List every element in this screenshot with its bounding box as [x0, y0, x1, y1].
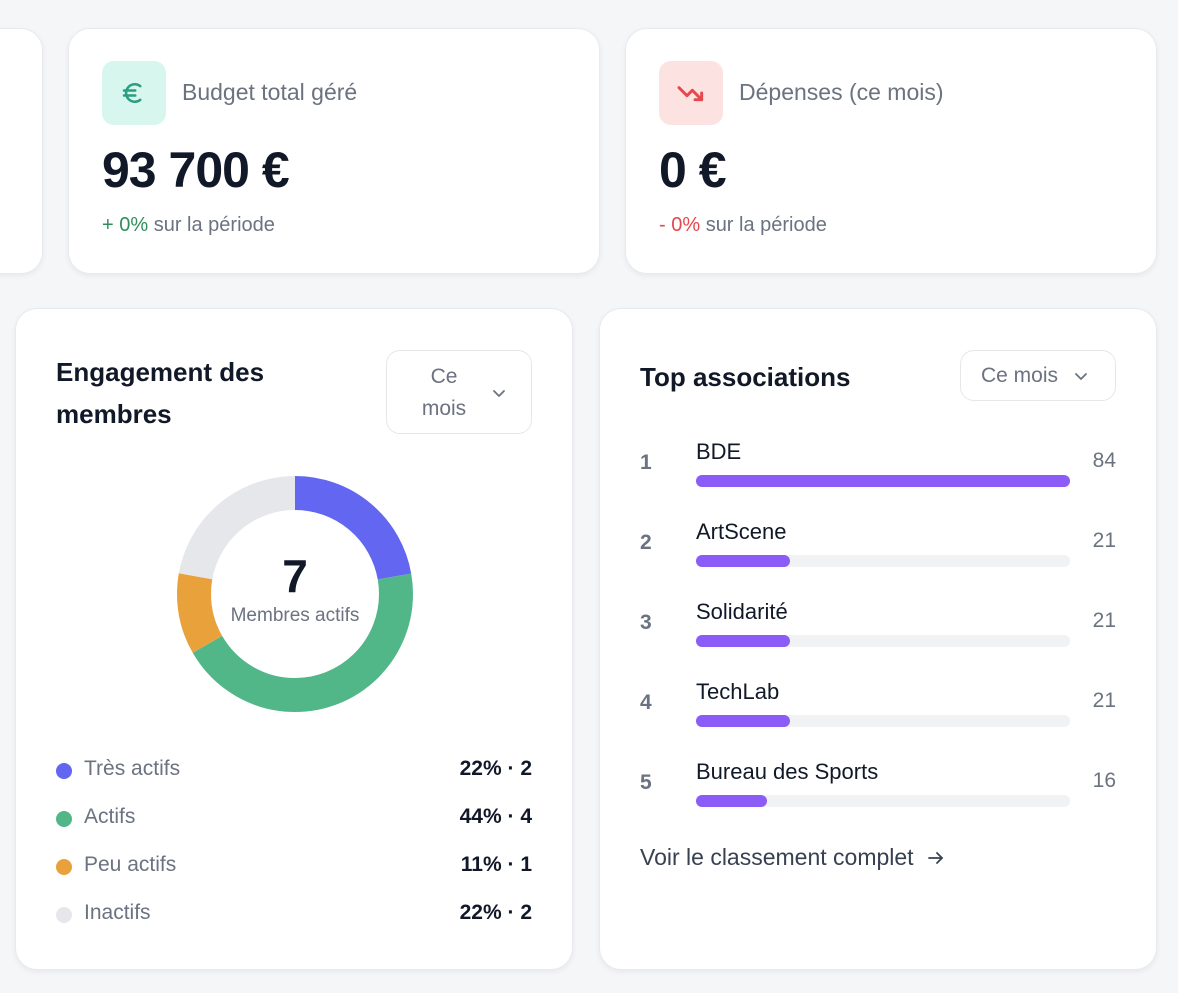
expenses-card: Dépenses (ce mois) 0 € - 0% sur la pério… [625, 28, 1157, 274]
list-item[interactable]: 5 Bureau des Sports 16 [640, 759, 1116, 829]
engagement-period-dropdown[interactable]: Ce mois [386, 350, 532, 434]
rank-bar-fill [696, 635, 790, 647]
legend-row-inactifs: Inactifs 22% · 2 [56, 899, 532, 929]
engagement-period-label: Ce mois [421, 365, 467, 420]
rank-number: 1 [640, 451, 652, 474]
legend-dot [56, 859, 72, 875]
donut-segment-1 [177, 476, 413, 712]
legend-row-actifs: Actifs 44% · 4 [56, 803, 532, 833]
rank-bar-fill [696, 795, 768, 807]
association-count: 21 [1092, 609, 1116, 632]
euro-icon-badge [102, 61, 166, 125]
budget-label: Budget total géré [182, 79, 358, 105]
chevron-down-icon [1075, 373, 1087, 380]
legend-value: 44% · 4 [459, 805, 532, 828]
association-name: TechLab [696, 679, 780, 704]
legend-dot [56, 811, 72, 827]
association-name: Solidarité [696, 599, 788, 624]
partial-stat-card [0, 28, 43, 274]
rank-number: 2 [640, 531, 652, 554]
list-item[interactable]: 2 ArtScene 21 [640, 519, 1116, 589]
rank-bar-track [696, 475, 1070, 487]
rank-bar-track [696, 555, 1070, 567]
top-period-dropdown[interactable]: Ce mois [960, 350, 1116, 401]
chevron-down-icon [493, 390, 505, 397]
legend-dot [56, 763, 72, 779]
budget-delta-value: + 0% [102, 214, 149, 236]
full-ranking-link[interactable]: Voir le classement complet [640, 844, 946, 871]
donut-center-label: Membres actifs [230, 605, 360, 626]
top-associations-title: Top associations [640, 362, 851, 392]
legend-dot [56, 907, 72, 923]
rank-bar-track [696, 795, 1070, 807]
list-item[interactable]: 3 Solidarité 21 [640, 599, 1116, 669]
trending-down-icon [677, 86, 704, 102]
legend-value: 22% · 2 [459, 757, 532, 780]
legend-value: 22% · 2 [459, 901, 532, 924]
budget-card: Budget total géré 93 700 € + 0% sur la p… [68, 28, 600, 274]
rank-bar-fill [696, 715, 790, 727]
association-name: BDE [696, 439, 742, 464]
budget-delta: + 0% sur la période [102, 214, 275, 237]
donut-segment-2 [177, 476, 413, 712]
association-count: 84 [1092, 449, 1116, 472]
rank-bar-track [696, 715, 1070, 727]
donut-segment-3 [177, 476, 413, 712]
euro-icon [122, 83, 142, 103]
legend-row-tres-actifs: Très actifs 22% · 2 [56, 755, 532, 785]
association-count: 21 [1092, 529, 1116, 552]
legend-row-peu-actifs: Peu actifs 11% · 1 [56, 851, 532, 881]
legend-value: 11% · 1 [460, 853, 532, 876]
legend-label: Très actifs [84, 757, 181, 780]
association-name: Bureau des Sports [696, 759, 879, 784]
list-item[interactable]: 1 BDE 84 [640, 439, 1116, 509]
expenses-label: Dépenses (ce mois) [739, 79, 944, 105]
list-item[interactable]: 4 TechLab 21 [640, 679, 1116, 749]
rank-bar-fill [696, 475, 1070, 487]
rank-number: 5 [640, 771, 652, 794]
expenses-delta-value: - 0% [659, 214, 701, 236]
rank-bar-fill [696, 555, 790, 567]
arrow-right-icon [927, 851, 943, 864]
association-count: 21 [1092, 689, 1116, 712]
association-name: ArtScene [696, 519, 787, 544]
expenses-value: 0 € [659, 142, 727, 198]
top-period-label: Ce mois [981, 364, 1059, 387]
engagement-donut-chart [177, 476, 413, 712]
expenses-delta: - 0% sur la période [659, 214, 827, 237]
full-ranking-link-label: Voir le classement complet [640, 844, 914, 870]
expenses-delta-suffix: sur la période [705, 214, 827, 236]
budget-value: 93 700 € [102, 142, 290, 198]
rank-number: 4 [640, 691, 652, 714]
rank-bar-track [696, 635, 1070, 647]
legend-label: Peu actifs [84, 853, 177, 876]
legend-label: Actifs [84, 805, 136, 828]
trending-down-icon-badge [659, 61, 723, 125]
budget-delta-suffix: sur la période [153, 214, 275, 236]
rank-number: 3 [640, 611, 652, 634]
engagement-title: Engagement des membres [56, 357, 265, 429]
top-associations-card: Top associations Ce mois 1 BDE 84 2 ArtS… [599, 308, 1157, 970]
engagement-card: Engagement des membres Ce mois 7 Membres… [15, 308, 573, 970]
donut-center-value: 7 [282, 550, 308, 602]
legend-label: Inactifs [84, 901, 151, 924]
association-count: 16 [1092, 769, 1116, 792]
